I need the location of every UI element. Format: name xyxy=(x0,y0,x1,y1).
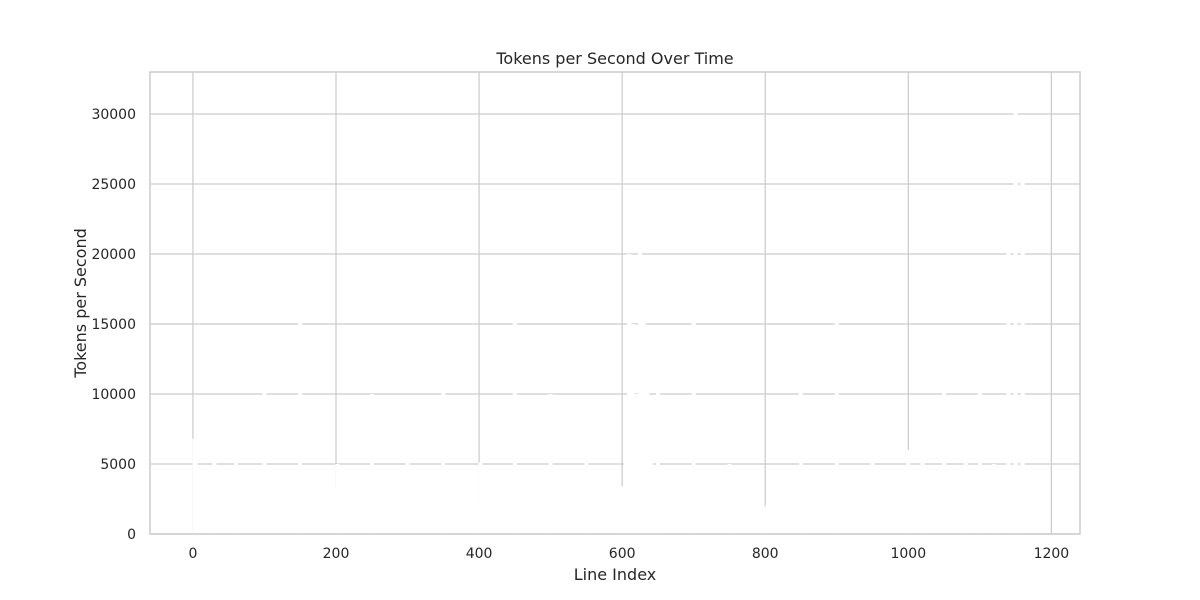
bar xyxy=(584,462,589,534)
bar xyxy=(1020,182,1025,534)
bar xyxy=(691,322,696,534)
x-tick-label: 1200 xyxy=(1034,546,1070,562)
bar xyxy=(645,392,650,534)
y-tick-label: 0 xyxy=(127,527,136,543)
bar xyxy=(298,321,303,534)
x-tick-label: 1000 xyxy=(890,546,926,562)
bar xyxy=(1006,249,1011,535)
bar xyxy=(727,464,732,534)
x-tick-label: 600 xyxy=(609,546,636,562)
bar xyxy=(763,506,768,534)
bar xyxy=(641,321,646,534)
bar xyxy=(634,394,639,534)
bar xyxy=(906,450,911,534)
y-tick-label: 15000 xyxy=(91,317,136,333)
bar xyxy=(335,464,340,534)
bar xyxy=(620,486,625,534)
x-tick-label: 400 xyxy=(466,546,493,562)
bar xyxy=(212,461,217,534)
bar xyxy=(992,464,997,534)
plot-frame xyxy=(149,71,1081,535)
bar xyxy=(942,392,947,534)
bar xyxy=(623,461,628,534)
y-tick-labels: 0 5000 10000 15000 20000 25000 30000 xyxy=(91,107,136,543)
x-tick-label: 800 xyxy=(752,546,779,562)
x-tick-label: 200 xyxy=(323,546,350,562)
chart-title: Tokens per Second Over Time xyxy=(495,49,733,68)
y-tick-label: 25000 xyxy=(91,177,136,193)
bar xyxy=(638,251,643,534)
y-axis-label: Tokens per Second xyxy=(71,228,90,379)
bar xyxy=(834,321,839,534)
bar xyxy=(627,254,632,534)
y-tick-label: 5000 xyxy=(100,457,136,473)
bar xyxy=(233,462,238,534)
bar xyxy=(870,462,875,534)
bar xyxy=(512,322,517,534)
bar xyxy=(920,458,925,534)
bar xyxy=(478,462,483,534)
y-tick-label: 30000 xyxy=(91,107,136,123)
bar xyxy=(193,455,198,534)
bar xyxy=(977,391,982,534)
bar xyxy=(405,462,410,534)
x-tick-labels: 0 200 400 600 800 1000 1200 xyxy=(188,546,1069,562)
bar xyxy=(799,392,803,534)
y-tick-label: 20000 xyxy=(91,247,136,263)
y-tick-label: 10000 xyxy=(91,387,136,403)
grid xyxy=(150,72,1080,535)
bar xyxy=(548,394,553,534)
bar xyxy=(369,394,374,534)
bar-series xyxy=(192,111,1025,535)
bar xyxy=(1013,111,1018,534)
bar xyxy=(630,324,635,534)
x-tick-label: 0 xyxy=(188,546,197,562)
bar xyxy=(963,461,968,534)
bar xyxy=(648,459,653,534)
bar xyxy=(262,391,267,534)
bar xyxy=(441,392,446,534)
x-axis-label: Line Index xyxy=(574,565,656,584)
bar xyxy=(655,392,660,534)
